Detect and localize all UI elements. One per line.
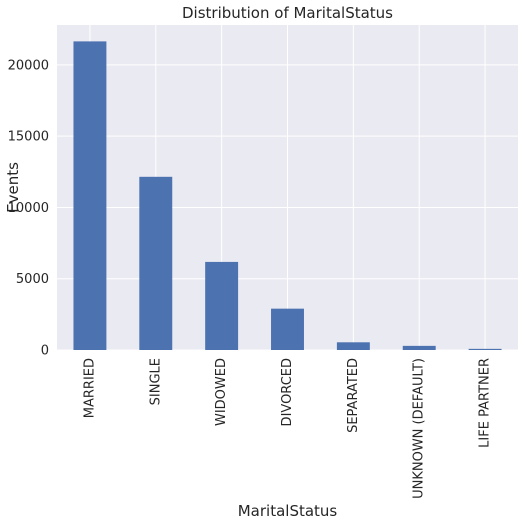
y-tick-label: 5000 (16, 272, 49, 287)
x-tick-label: DIVORCED (280, 358, 295, 426)
x-tick-label: SINGLE (148, 358, 163, 405)
x-tick-label: WIDOWED (214, 358, 229, 426)
chart-title: Distribution of MaritalStatus (182, 4, 393, 22)
y-tick-label: 20000 (8, 58, 49, 73)
x-tick-label: SEPARATED (346, 358, 361, 433)
x-axis-label: MaritalStatus (238, 502, 338, 520)
bar-separated (336, 342, 370, 350)
x-tick-label: UNKNOWN (DEFAULT) (412, 358, 427, 499)
y-tick-label: 10000 (8, 201, 49, 216)
y-axis-label: Events (4, 162, 22, 213)
x-tick-labels: MARRIED SINGLE WIDOWED DIVORCED SEPARATED UNK… (82, 358, 492, 499)
y-tick-label: 15000 (8, 130, 49, 145)
bar-married (73, 41, 107, 350)
x-tick-label: LIFE PARTNER (478, 358, 493, 448)
bar-life-partner (468, 348, 502, 350)
bars (73, 41, 502, 350)
bar-divorced (271, 308, 304, 350)
y-tick-labels: 0 5000 10000 15000 20000 (8, 58, 49, 358)
x-tick-label: MARRIED (82, 358, 97, 418)
bar-unknown-default (402, 345, 436, 350)
bar-widowed (205, 261, 239, 350)
grid-lines (57, 25, 518, 351)
bar-single (139, 176, 173, 350)
y-tick-label: 0 (41, 344, 49, 359)
